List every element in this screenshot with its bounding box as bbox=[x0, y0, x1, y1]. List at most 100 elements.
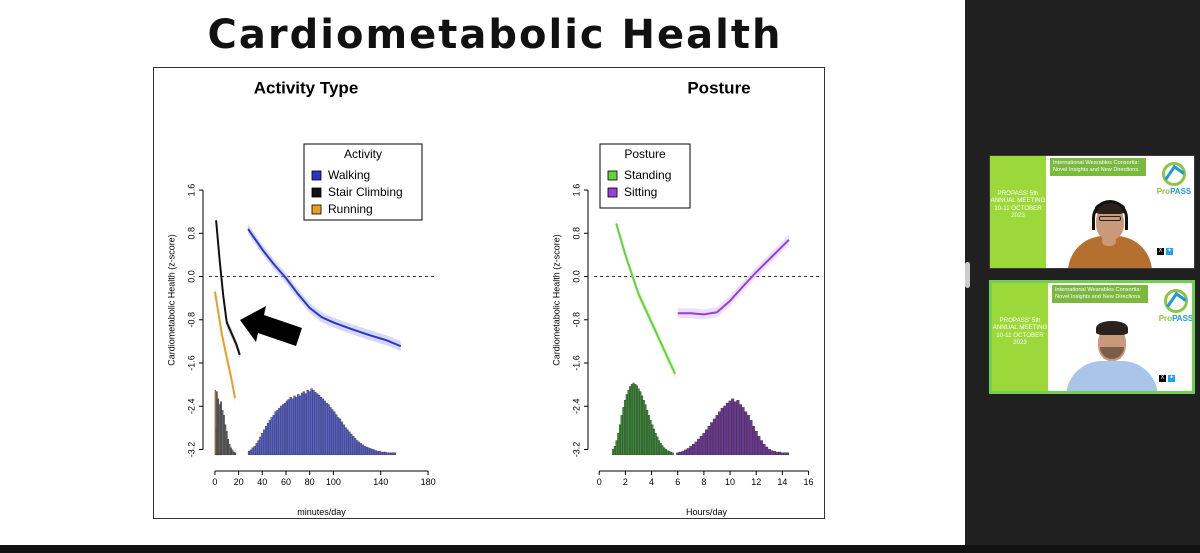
y-tick-label: 0.8 bbox=[571, 227, 581, 240]
legend-swatch bbox=[311, 187, 322, 198]
participant-tile[interactable]: PROPASS' 5th ANNUAL MEETING 10-11 OCTOBE… bbox=[989, 155, 1195, 269]
logo-ring-icon bbox=[1164, 289, 1188, 313]
logo-ring-icon bbox=[1162, 162, 1186, 186]
histogram-bar-standing bbox=[664, 448, 667, 456]
histogram-bar-standing bbox=[641, 395, 644, 456]
histogram-bar-standing bbox=[668, 451, 671, 456]
histogram-bar-sitting bbox=[752, 425, 756, 456]
x-tick-label: 40 bbox=[257, 477, 267, 487]
histogram-bar-sitting bbox=[775, 451, 779, 456]
histogram-bar-walking bbox=[388, 452, 391, 456]
histogram-bar-walking bbox=[255, 443, 258, 456]
histogram-bar-walking bbox=[247, 451, 251, 456]
y-tick-label: 0.0 bbox=[571, 270, 581, 283]
sidebar-resize-handle[interactable] bbox=[965, 262, 970, 288]
histogram-bar-sitting bbox=[773, 451, 776, 456]
histogram-bar-standing bbox=[635, 385, 638, 456]
histogram-bar-walking bbox=[365, 446, 368, 456]
histogram-bar-walking bbox=[344, 427, 347, 456]
participant-shirt bbox=[1066, 361, 1158, 391]
histogram-bar-walking bbox=[391, 452, 395, 456]
histogram-bar-sitting bbox=[699, 436, 703, 456]
histogram-bar-walking bbox=[348, 431, 351, 456]
histogram-bar-sitting bbox=[780, 452, 784, 456]
histogram-bar-standing bbox=[622, 407, 625, 456]
x-tick-label: 140 bbox=[373, 477, 388, 487]
histogram-bar-walking bbox=[249, 449, 253, 456]
histogram-bar-sitting bbox=[689, 446, 693, 456]
histogram-bar-stair-climbing bbox=[227, 438, 230, 456]
histogram-bar-sitting bbox=[783, 452, 787, 456]
histogram-bar-walking bbox=[312, 389, 315, 456]
histogram-bar-standing bbox=[651, 424, 654, 456]
histogram-bar-walking bbox=[299, 395, 302, 456]
x-logo-icon: X bbox=[1159, 375, 1166, 382]
histogram-bar-walking bbox=[338, 418, 342, 456]
series-line-walking bbox=[247, 228, 402, 348]
x-tick-label: 0 bbox=[212, 477, 217, 487]
x-axis-label: Hours/day bbox=[686, 507, 728, 517]
histogram-bar-stair-climbing bbox=[233, 451, 235, 456]
legend-title: Posture bbox=[624, 147, 666, 161]
x-tick-label: 8 bbox=[701, 477, 706, 487]
x-tick-label: 60 bbox=[281, 477, 291, 487]
y-axis-label: Cardiometabolic Health (z-score) bbox=[166, 234, 176, 366]
histogram-bar-walking bbox=[293, 395, 296, 456]
confidence-band-sitting bbox=[677, 234, 789, 320]
series-line-standing bbox=[615, 223, 677, 375]
histogram-bar-standing bbox=[659, 443, 662, 456]
y-tick-label: 0.8 bbox=[186, 227, 196, 240]
histogram-bar-standing bbox=[624, 400, 627, 456]
histogram-bar-walking bbox=[263, 429, 266, 456]
x-tick-label: 0 bbox=[597, 477, 602, 487]
participant-video bbox=[1060, 182, 1160, 268]
y-tick-label: -3.2 bbox=[571, 442, 581, 458]
histogram-bar-sitting bbox=[759, 440, 763, 456]
social-links: X ✦ bbox=[1159, 375, 1192, 389]
x-tick-label: 2 bbox=[623, 477, 628, 487]
event-banner-text: PROPASS' 5th ANNUAL MEETING 10-11 OCTOBE… bbox=[990, 156, 1046, 268]
histogram-bar-sitting bbox=[691, 443, 695, 456]
histogram-bar-sitting bbox=[762, 443, 766, 456]
histogram-bar-standing bbox=[612, 448, 615, 456]
histogram-bar-standing bbox=[615, 440, 618, 456]
glasses-icon bbox=[1099, 216, 1121, 221]
histogram-bar-standing bbox=[649, 420, 652, 456]
y-tick-label: -1.6 bbox=[186, 355, 196, 371]
histogram-bar-walking bbox=[342, 424, 345, 456]
histogram-bar-walking bbox=[340, 421, 343, 456]
confidence-band-stair-climbing bbox=[216, 215, 240, 360]
headphones-icon bbox=[1092, 200, 1128, 230]
histogram-bar-walking bbox=[323, 400, 326, 456]
histogram-bar-standing bbox=[644, 404, 647, 456]
histogram-bar-standing bbox=[661, 445, 664, 456]
histogram-bar-walking bbox=[325, 402, 328, 456]
chart-legend: Activity Walking Stair Climbing Running bbox=[303, 143, 423, 221]
histogram-bar-sitting bbox=[702, 433, 706, 456]
histogram-bar-walking bbox=[287, 399, 290, 456]
histogram-bar-walking bbox=[297, 394, 300, 456]
x-logo-icon: X bbox=[1157, 248, 1164, 255]
series-line-sitting bbox=[677, 239, 790, 316]
histogram-bar-sitting bbox=[731, 398, 735, 456]
histogram-bar-sitting bbox=[746, 415, 750, 456]
annotation-arrow-icon bbox=[240, 306, 302, 346]
histogram-bar-standing bbox=[671, 452, 674, 456]
histogram-bar-standing bbox=[634, 384, 637, 456]
histogram-bar-standing bbox=[618, 424, 621, 456]
histogram-bar-stair-climbing bbox=[217, 398, 220, 456]
y-tick-label: -2.4 bbox=[571, 398, 581, 414]
y-axis-label: Cardiometabolic Health (z-score) bbox=[551, 234, 561, 366]
shared-slide: Cardiometabolic Health Activity Type -3.2… bbox=[0, 0, 965, 553]
x-axis-label: minutes/day bbox=[297, 507, 346, 517]
histogram-bar-walking bbox=[359, 443, 362, 456]
histogram-bar-walking bbox=[253, 446, 256, 456]
histogram-bar-walking bbox=[354, 438, 357, 456]
propass-logo: ProPASS bbox=[1156, 162, 1192, 206]
participant-tile-active-speaker[interactable]: PROPASS' 5th ANNUAL MEETING 10-11 OCTOBE… bbox=[989, 280, 1195, 394]
histogram-bar-sitting bbox=[739, 404, 742, 456]
figure-panel: Activity Type -3.2 -2.4 -1.6 -0.8 0.0 0.8 1.6 Ca… bbox=[153, 67, 825, 519]
event-header-text: International Wearables Consortia: Novel… bbox=[1052, 285, 1148, 303]
y-tick-label: -0.8 bbox=[186, 312, 196, 328]
histogram-bar-walking bbox=[316, 393, 319, 456]
